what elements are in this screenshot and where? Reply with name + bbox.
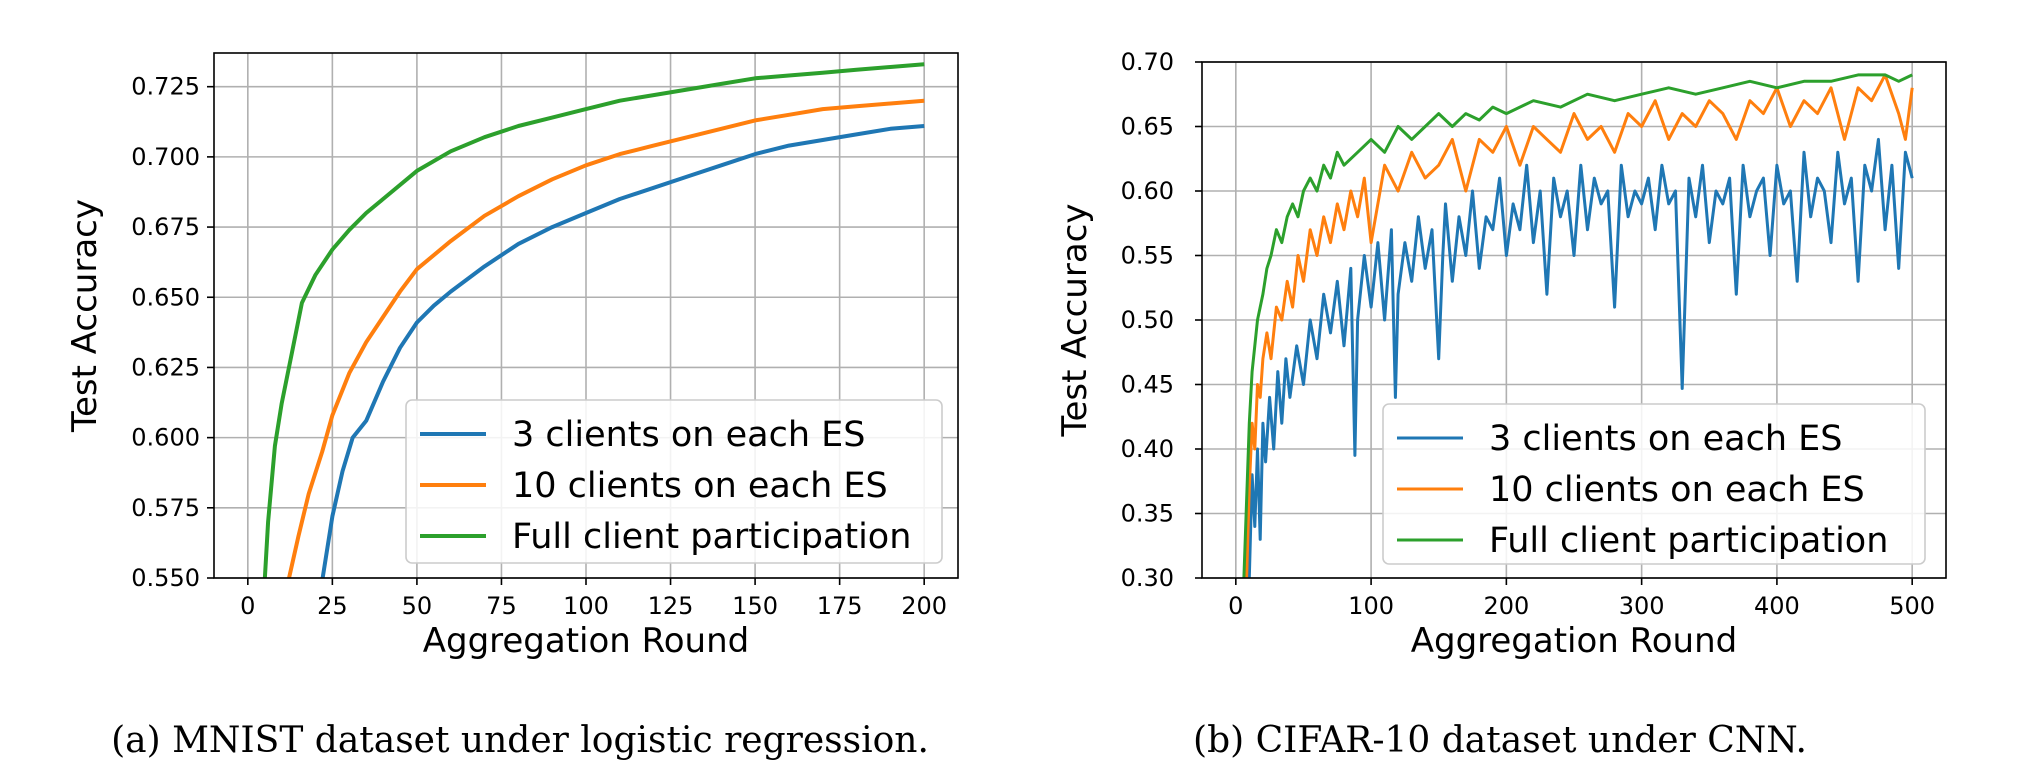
- cifar-ytick-label-1: 0.35: [1121, 500, 1174, 528]
- cifar-xtick-label-3: 300: [1619, 592, 1665, 620]
- mnist-xtick-label-5: 125: [648, 592, 694, 620]
- cifar-ytick-label-5: 0.55: [1121, 242, 1174, 270]
- cifar-legend-label-2: 10 clients on each ES: [1489, 470, 1865, 510]
- mnist-legend: 3 clients on each ES 10 clients on each E…: [405, 399, 943, 564]
- mnist-legend-label-1: 3 clients on each ES: [512, 415, 865, 455]
- cifar-x-axis-label: Aggregation Round: [1411, 621, 1738, 661]
- mnist-xtick-label-7: 175: [817, 592, 863, 620]
- mnist-series-line-3: [262, 62, 925, 578]
- cifar-xtick-label-0: 0: [1228, 592, 1243, 620]
- cifar-series-line-3: [1242, 73, 1913, 578]
- mnist-ytick-label-7: 0.725: [131, 73, 200, 101]
- cifar-y-axis-label: Test Accuracy: [1055, 204, 1095, 438]
- cifar-chart: 0 100 200 300 400 500 0.30 0.35 0.40 0.45 0.50 0.55…: [1055, 48, 1947, 761]
- cifar-ytick-label-8: 0.70: [1121, 48, 1174, 76]
- mnist-chart: 0 25 50 75 100 125 150 175 200 0.550 0.575 0.600 0.6…: [65, 52, 959, 761]
- chart-panels: 0 25 50 75 100 125 150 175 2000.5500.5750.6000.6…: [65, 48, 1947, 761]
- cifar-ytick-label-3: 0.45: [1121, 371, 1174, 399]
- cifar-legend-label-3: Full client participation: [1489, 521, 1888, 561]
- mnist-xtick-label-1: 25: [317, 592, 348, 620]
- mnist-x-axis-label: Aggregation Round: [423, 621, 750, 661]
- mnist-y-axis-label: Test Accuracy: [65, 199, 105, 433]
- mnist-ytick-label-1: 0.575: [131, 494, 200, 522]
- cifar-ytick-label-4: 0.50: [1121, 306, 1174, 334]
- mnist-xtick-label-0: 0: [240, 592, 255, 620]
- cifar-xtick-label-4: 400: [1754, 592, 1800, 620]
- mnist-xtick-label-4: 100: [563, 592, 609, 620]
- mnist-ytick-label-5: 0.675: [131, 213, 200, 241]
- mnist-ytick-label-0: 0.550: [131, 564, 200, 592]
- mnist-xtick-label-2: 50: [402, 592, 433, 620]
- cifar-caption: (b) CIFAR-10 dataset under CNN.: [1193, 720, 1807, 761]
- mnist-series-line-1: [320, 124, 925, 578]
- cifar-ytick-label-2: 0.40: [1121, 435, 1174, 463]
- mnist-legend-label-2: 10 clients on each ES: [512, 466, 888, 506]
- cifar-xtick-label-5: 500: [1889, 592, 1935, 620]
- mnist-ytick-label-6: 0.700: [131, 143, 200, 171]
- mnist-xtick-label-8: 200: [901, 592, 947, 620]
- mnist-series-line-2: [286, 98, 925, 578]
- cifar-series-line-2: [1245, 73, 1914, 578]
- cifar-xtick-label-1: 100: [1348, 592, 1394, 620]
- cifar-legend: 3 clients on each ES 10 clients on each E…: [1382, 403, 1926, 565]
- cifar-series-line-1: [1247, 137, 1914, 578]
- mnist-legend-box: [405, 399, 943, 564]
- mnist-ytick-label-3: 0.625: [131, 353, 200, 381]
- cifar-ytick-label-7: 0.65: [1121, 113, 1174, 141]
- mnist-xtick-label-6: 150: [732, 592, 778, 620]
- mnist-ytick-label-4: 0.650: [131, 283, 200, 311]
- cifar-legend-label-1: 3 clients on each ES: [1489, 419, 1842, 459]
- cifar-legend-box: [1382, 403, 1926, 565]
- cifar-xtick-label-2: 200: [1483, 592, 1529, 620]
- mnist-xtick-label-3: 75: [486, 592, 517, 620]
- cifar-ytick-label-0: 0.30: [1121, 564, 1174, 592]
- cifar-ytick-label-6: 0.60: [1121, 177, 1174, 205]
- mnist-legend-label-3: Full client participation: [512, 517, 911, 557]
- mnist-caption: (a) MNIST dataset under logistic regress…: [111, 720, 929, 761]
- mnist-ytick-label-2: 0.600: [131, 424, 200, 452]
